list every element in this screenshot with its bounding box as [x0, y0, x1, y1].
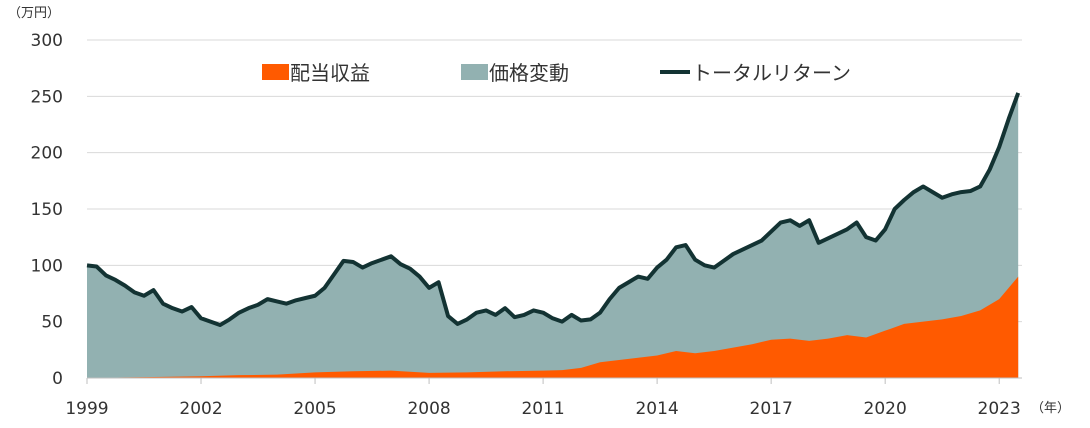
y-tick-label: 300: [31, 31, 63, 51]
y-tick-label: 200: [31, 144, 63, 164]
y-axis-unit: （万円）: [8, 6, 60, 21]
y-tick-label: 50: [41, 313, 63, 333]
x-tick-label: 2008: [407, 399, 450, 419]
total-return-line: [86, 92, 1021, 328]
axes: [86, 377, 1022, 384]
y-tick-labels: 0 50 100 150 200 250 300: [31, 31, 63, 389]
legend-label: 価格変動: [489, 61, 569, 85]
legend-item: 価格変動: [461, 61, 569, 85]
y-tick-label: 250: [31, 87, 63, 107]
x-tick-label: 2011: [521, 399, 564, 419]
y-tick-label: 0: [52, 369, 63, 389]
x-tick-label: 2017: [750, 399, 793, 419]
dividend-area: [87, 276, 1019, 378]
price-change-area: [87, 92, 1019, 378]
x-tick-label: 2005: [293, 399, 336, 419]
y-tick-label: 150: [31, 200, 63, 220]
area-series: [86, 92, 1021, 378]
x-tick-label: 2020: [864, 399, 907, 419]
legend-swatch: [262, 64, 289, 80]
x-tick-label: 2014: [635, 399, 678, 419]
x-axis-unit: （年）: [1031, 401, 1070, 416]
legend-label: トータルリターン: [692, 61, 851, 85]
legend-label: 配当収益: [290, 61, 370, 85]
x-tick-label: 2023: [978, 399, 1021, 419]
x-tick-label: 1999: [65, 399, 108, 419]
x-tick-label: 2002: [179, 399, 222, 419]
legend-item: トータルリターン: [660, 61, 851, 85]
legend-item: 配当収益: [262, 61, 370, 85]
legend-swatch: [461, 64, 488, 80]
x-tick-labels: 1999 2002 2005 2008 2011 2014 2017 2020 2023: [65, 399, 1020, 419]
y-tick-label: 100: [31, 256, 63, 276]
legend: 配当収益 価格変動 トータルリターン: [262, 61, 851, 85]
